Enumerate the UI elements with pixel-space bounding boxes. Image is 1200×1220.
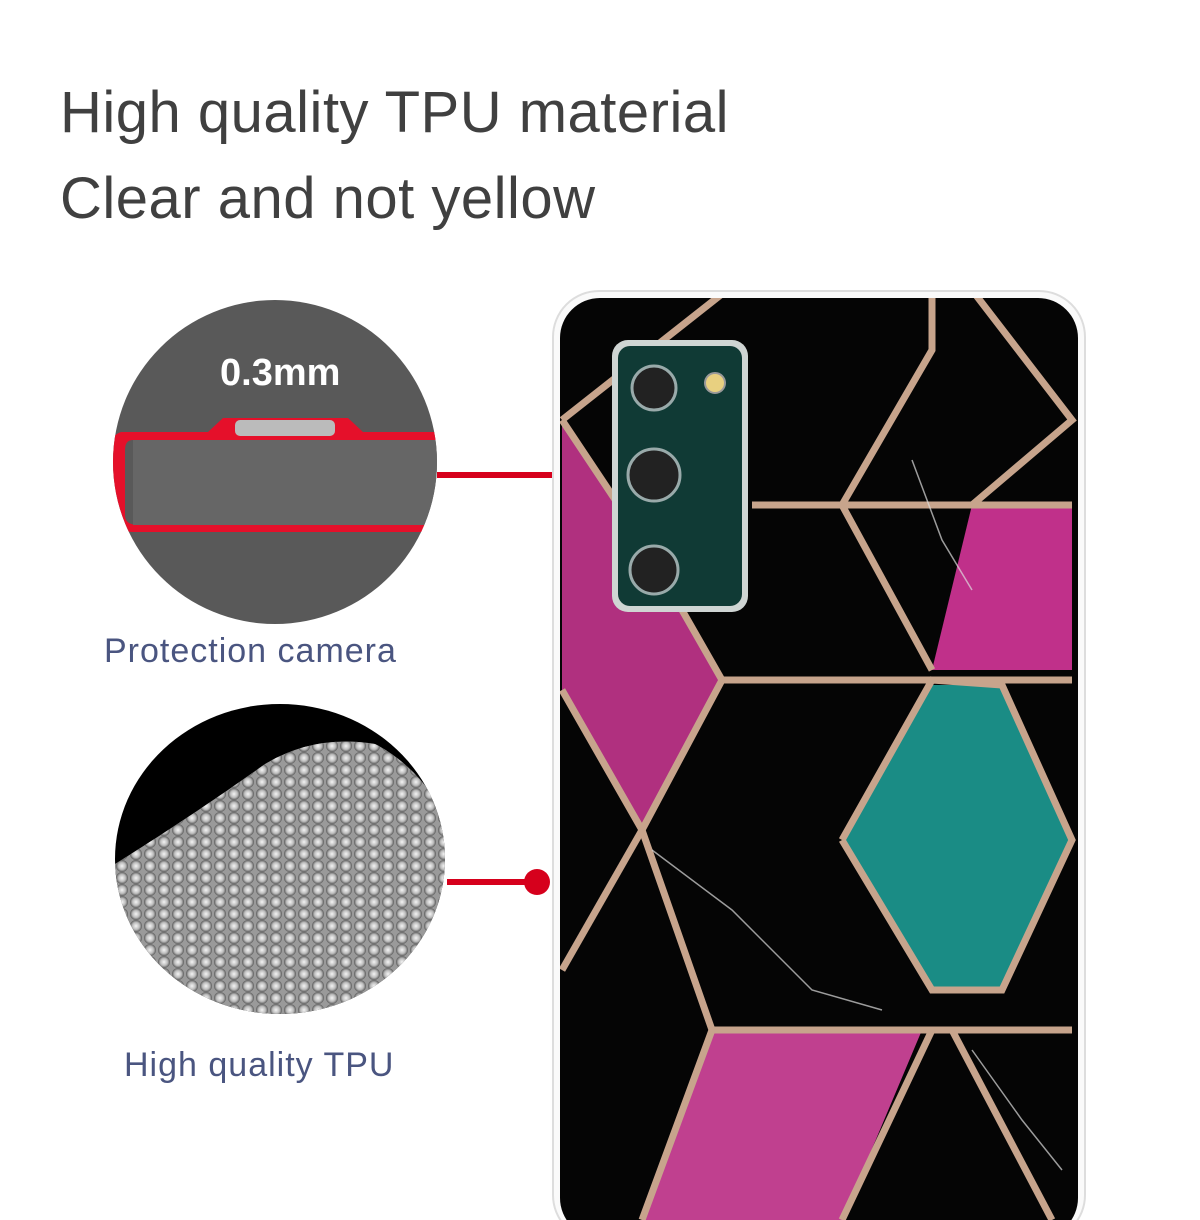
camera-module xyxy=(612,340,748,612)
camera-lip-diagram xyxy=(113,418,437,532)
callout-dot-tpu xyxy=(524,869,550,895)
headline-line-2: Clear and not yellow xyxy=(60,166,596,231)
thickness-label: 0.3mm xyxy=(220,352,341,394)
caption-protection-camera: Protection camera xyxy=(104,632,397,670)
phone-case-image xyxy=(552,290,1086,1220)
camera-protection-detail: 0.3mm xyxy=(113,300,437,624)
tpu-granules-image xyxy=(115,704,445,1014)
callout-line-camera xyxy=(437,472,612,478)
caption-high-quality-tpu: High quality TPU xyxy=(124,1046,395,1084)
callout-line-tpu xyxy=(447,879,537,885)
headline-line-1: High quality TPU material xyxy=(60,80,730,145)
